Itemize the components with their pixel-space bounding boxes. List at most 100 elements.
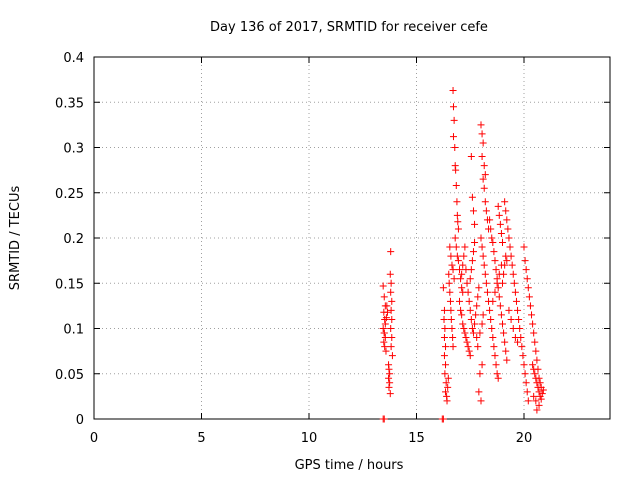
data-point <box>463 279 471 287</box>
data-point <box>477 121 485 129</box>
data-point <box>492 266 500 274</box>
data-point <box>493 370 501 378</box>
data-point <box>535 401 543 409</box>
data-point <box>526 302 534 310</box>
data-point <box>496 220 504 228</box>
data-point <box>441 325 449 332</box>
data-point <box>459 261 467 269</box>
x-tick-label: 15 <box>408 431 425 446</box>
data-point <box>380 415 388 423</box>
data-point <box>535 388 543 396</box>
data-point <box>522 379 530 387</box>
y-tick-label: 0.15 <box>55 277 84 292</box>
data-point <box>388 352 396 360</box>
grid-layer <box>94 57 610 419</box>
data-point <box>494 202 502 210</box>
data-point <box>388 334 396 342</box>
data-point <box>512 297 520 305</box>
data-point <box>497 261 505 269</box>
data-point <box>532 374 540 382</box>
data-point <box>500 329 508 337</box>
data-point <box>476 370 484 378</box>
data-point <box>454 218 462 226</box>
data-point <box>387 325 395 332</box>
data-point <box>479 252 487 260</box>
data-point <box>474 293 482 301</box>
data-point <box>476 329 484 337</box>
data-point <box>529 361 537 369</box>
data-point <box>454 225 462 233</box>
data-point <box>479 175 487 183</box>
data-point <box>534 383 542 391</box>
data-point <box>449 133 457 141</box>
data-point <box>520 361 528 369</box>
data-point <box>386 390 394 398</box>
data-point <box>461 243 469 251</box>
data-point <box>449 103 457 111</box>
data-point <box>442 343 450 351</box>
data-point <box>471 239 479 247</box>
data-point <box>457 306 465 314</box>
data-point <box>388 297 396 305</box>
data-point <box>525 293 533 301</box>
data-point <box>478 130 486 138</box>
data-point <box>491 288 499 296</box>
data-point <box>539 386 547 394</box>
data-point <box>493 279 501 287</box>
data-point <box>383 308 391 316</box>
data-point <box>442 361 450 369</box>
data-point <box>445 270 453 278</box>
data-point <box>385 365 393 373</box>
data-point <box>501 338 509 346</box>
data-point <box>482 207 490 215</box>
data-point <box>380 338 388 346</box>
data-point <box>490 248 498 256</box>
data-point <box>379 282 387 290</box>
data-point <box>386 370 394 378</box>
x-tick-label: 0 <box>90 431 98 446</box>
data-point <box>449 343 457 351</box>
data-point <box>496 302 504 310</box>
data-point <box>440 352 448 360</box>
data-point <box>478 243 486 251</box>
data-point <box>523 275 531 283</box>
data-point <box>492 361 500 369</box>
data-point <box>478 361 486 369</box>
data-point <box>478 320 486 328</box>
data-point <box>380 293 388 301</box>
data-point <box>511 288 519 296</box>
data-point <box>449 334 457 342</box>
data-point <box>495 293 503 301</box>
data-point <box>467 266 475 274</box>
data-point <box>464 288 472 296</box>
data-point <box>449 86 457 94</box>
data-point <box>473 302 481 310</box>
data-point <box>441 370 449 378</box>
data-point <box>515 315 523 323</box>
data-point <box>471 220 479 228</box>
data-point <box>452 166 460 174</box>
data-point <box>488 234 496 242</box>
data-point <box>442 388 450 396</box>
data-point <box>497 229 505 237</box>
data-point <box>489 334 497 342</box>
data-point <box>465 297 473 305</box>
data-point <box>514 338 522 346</box>
data-point <box>386 379 394 387</box>
data-point <box>504 225 512 233</box>
data-point <box>453 211 461 219</box>
data-point <box>439 415 447 423</box>
data-point <box>473 334 481 342</box>
data-point <box>466 306 474 314</box>
data-point <box>383 302 391 310</box>
x-tick-label: 20 <box>516 431 533 446</box>
data-point <box>524 397 532 405</box>
data-point <box>531 338 539 346</box>
y-tick-label: 0 <box>76 413 84 428</box>
data-point <box>491 352 499 360</box>
data-point <box>531 370 539 378</box>
data-point <box>480 162 488 170</box>
data-point <box>458 311 466 319</box>
data-point <box>461 329 469 337</box>
